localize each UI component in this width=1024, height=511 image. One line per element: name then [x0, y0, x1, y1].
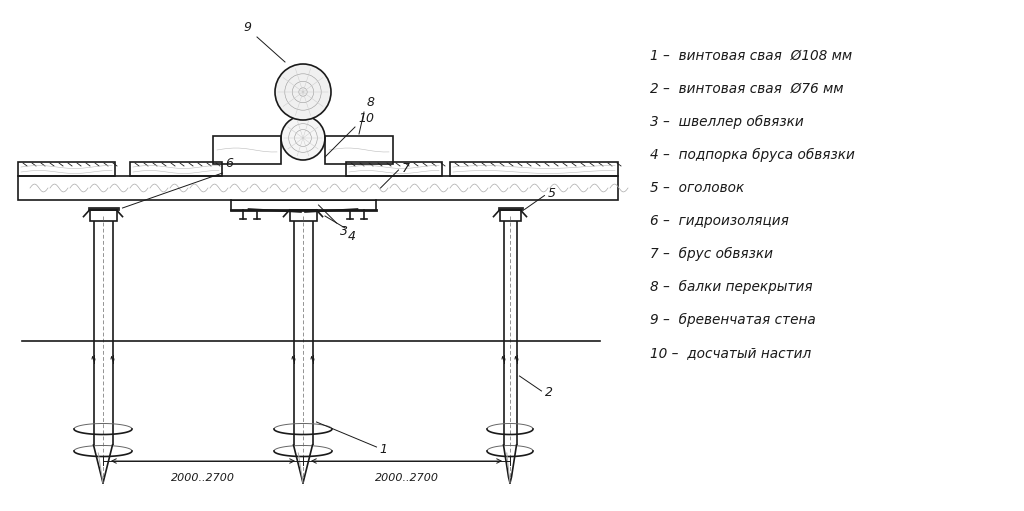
- Text: 3: 3: [340, 225, 347, 238]
- Text: 1 –  винтовая свая  Ø108 мм: 1 – винтовая свая Ø108 мм: [650, 49, 852, 63]
- Bar: [346, 162, 442, 176]
- Circle shape: [275, 64, 331, 120]
- Text: 7 –  брус обвязки: 7 – брус обвязки: [650, 247, 773, 261]
- Bar: [87, 206, 119, 210]
- Text: 2 –  винтовая свая  Ø76 мм: 2 – винтовая свая Ø76 мм: [650, 82, 844, 96]
- Bar: [18, 162, 115, 176]
- Text: 6: 6: [225, 157, 233, 170]
- Text: 4 –  подпорка бруса обвязки: 4 – подпорка бруса обвязки: [650, 148, 855, 162]
- Bar: [325, 136, 393, 164]
- Text: 5: 5: [548, 187, 555, 200]
- Bar: [500, 210, 520, 221]
- Text: 7: 7: [401, 161, 410, 174]
- Text: 2000..2700: 2000..2700: [375, 473, 438, 483]
- Text: 3 –  швеллер обвязки: 3 – швеллер обвязки: [650, 115, 804, 129]
- Text: 4: 4: [348, 230, 356, 243]
- Text: 5 –  оголовок: 5 – оголовок: [650, 181, 744, 195]
- Text: 8 –  балки перекрытия: 8 – балки перекрытия: [650, 280, 813, 294]
- Bar: [18, 176, 618, 200]
- Text: 6 –  гидроизоляция: 6 – гидроизоляция: [650, 214, 788, 228]
- Bar: [290, 210, 316, 221]
- Bar: [213, 136, 281, 164]
- Text: 1: 1: [380, 443, 387, 455]
- Bar: [130, 162, 222, 176]
- Bar: [498, 206, 522, 210]
- Text: 10 –  досчатый настил: 10 – досчатый настил: [650, 346, 811, 360]
- Text: 2000..2700: 2000..2700: [171, 473, 234, 483]
- Text: 8: 8: [367, 96, 375, 109]
- Text: 2: 2: [545, 385, 553, 399]
- Circle shape: [281, 116, 325, 160]
- Bar: [89, 210, 117, 221]
- Text: 10: 10: [358, 112, 374, 125]
- Text: 9 –  бревенчатая стена: 9 – бревенчатая стена: [650, 313, 816, 327]
- Text: 9: 9: [243, 21, 251, 34]
- Bar: [450, 162, 618, 176]
